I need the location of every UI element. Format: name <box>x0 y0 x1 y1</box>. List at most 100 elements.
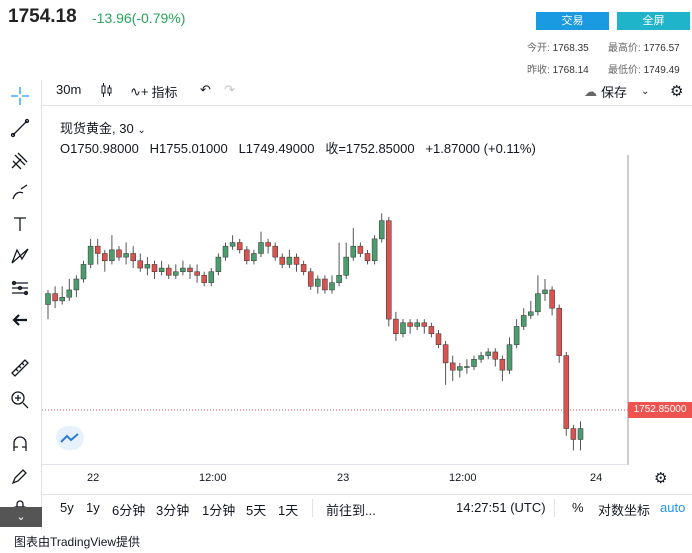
trade-button[interactable]: 交易 <box>536 12 609 30</box>
collapse-toolbar-icon[interactable]: ⌄ <box>0 507 42 527</box>
candle-body <box>506 344 513 371</box>
candle-body <box>151 264 158 272</box>
tradingview-logo-icon[interactable] <box>56 426 84 450</box>
divider <box>554 499 555 517</box>
candle-body <box>520 315 527 327</box>
range-3min[interactable]: 3分钟 <box>156 503 190 518</box>
candle-body <box>542 289 548 294</box>
candle-body <box>499 358 506 371</box>
save-label: 保存 <box>601 85 628 100</box>
candle-body <box>549 289 555 309</box>
candle-body <box>386 220 392 320</box>
stat-high: 最高价: 1776.57 <box>608 43 680 54</box>
zoom-icon[interactable] <box>6 386 34 414</box>
stat-low: 最低价: 1749.49 <box>608 65 680 76</box>
stat-prev-close: 昨收: 1768.14 <box>527 65 589 76</box>
log-scale-toggle[interactable]: 对数坐标 <box>598 503 651 518</box>
prediction-icon[interactable] <box>6 274 34 302</box>
ruler-icon[interactable] <box>6 354 34 382</box>
crosshair-icon[interactable] <box>6 82 34 110</box>
pattern-icon[interactable] <box>6 242 34 270</box>
legend-close: 收=1752.85000 <box>325 141 415 156</box>
price-chart[interactable] <box>42 155 692 465</box>
candle-body <box>102 253 108 262</box>
range-5y[interactable]: 5y <box>60 500 74 515</box>
candle-body <box>449 362 456 371</box>
candle-body <box>322 278 328 291</box>
divider <box>312 499 313 517</box>
candle-body <box>66 289 73 298</box>
candle-body <box>229 242 236 247</box>
candle-body <box>556 307 562 356</box>
time-tick: 22 <box>87 472 100 484</box>
candle-body <box>329 282 335 291</box>
price-change: -13.96(-0.79%) <box>92 10 186 26</box>
candle-body <box>471 358 477 367</box>
fullscreen-button[interactable]: 全屏 <box>617 12 690 30</box>
candle-body <box>45 293 51 305</box>
back-arrow-icon[interactable] <box>6 306 34 334</box>
time-axis[interactable]: 22 12:00 23 12:00 24 <box>42 464 628 494</box>
candle-body <box>336 275 342 283</box>
percent-toggle[interactable]: % <box>572 500 584 515</box>
magnet-icon[interactable] <box>6 430 34 458</box>
candle-body <box>442 344 449 364</box>
legend-low: L1749.49000 <box>238 141 315 156</box>
candle-body <box>421 322 428 327</box>
candle-body <box>563 355 570 429</box>
candle-body <box>236 242 243 251</box>
clock-time[interactable]: 14:27:51 (UTC) <box>456 500 546 515</box>
range-1min[interactable]: 1分钟 <box>202 503 236 518</box>
candle-body <box>258 242 264 254</box>
candle-type-icon[interactable] <box>100 82 114 98</box>
candle-body <box>457 366 463 371</box>
pencil-lock-icon[interactable] <box>6 462 34 490</box>
pitchfork-icon[interactable] <box>6 146 34 174</box>
time-tick: 12:00 <box>199 472 227 484</box>
bottom-toolbar: 5y 1y 6分钟 3分钟 1分钟 5天 1天 前往到... 14:27:51 … <box>42 494 692 520</box>
candle-body <box>251 253 257 262</box>
undo-icon[interactable]: ↶ <box>200 82 211 97</box>
legend-open: O1750.98000 <box>60 141 139 156</box>
candle-body <box>59 296 65 302</box>
candle-body <box>94 245 101 254</box>
candle-body <box>400 322 406 334</box>
candle-body <box>343 256 349 276</box>
candle-body <box>215 256 222 272</box>
interval-button[interactable]: 30m <box>56 82 82 97</box>
candle-body <box>187 267 193 272</box>
chevron-down-icon: ⌄ <box>641 86 650 97</box>
candle-body <box>158 267 165 272</box>
candle-body <box>435 333 442 345</box>
candle-body <box>144 264 151 269</box>
range-5d[interactable]: 5天 <box>246 503 267 518</box>
candle-body <box>286 256 293 265</box>
indicators-button[interactable]: ∿+ 指标 <box>130 82 178 101</box>
range-1y[interactable]: 1y <box>86 500 100 515</box>
auto-scale-toggle[interactable]: auto <box>660 500 686 515</box>
candle-body <box>73 278 80 291</box>
candle-body <box>180 267 186 272</box>
candle-body <box>378 220 385 240</box>
brush-icon[interactable] <box>6 178 34 206</box>
range-1d[interactable]: 1天 <box>278 503 299 518</box>
text-icon[interactable] <box>6 210 34 238</box>
symbol-title[interactable]: 现货黄金, 30 ⌄ <box>60 121 146 136</box>
time-tick: 24 <box>590 472 603 484</box>
candle-body <box>414 322 420 327</box>
indicators-label: 指标 <box>151 85 178 100</box>
range-6min[interactable]: 6分钟 <box>112 503 146 518</box>
settings-gear-icon[interactable]: ⚙ <box>670 83 684 100</box>
time-tick: 23 <box>337 472 350 484</box>
goto-date-button[interactable]: 前往到... <box>326 503 376 518</box>
candle-body <box>272 245 278 258</box>
redo-icon[interactable]: ↷ <box>224 82 235 97</box>
trendline-icon[interactable] <box>6 114 34 142</box>
candle-body <box>165 267 172 276</box>
candle-body <box>428 326 435 334</box>
candle-body <box>244 249 250 262</box>
candle-body <box>478 355 484 360</box>
save-button[interactable]: ☁ 保存 ⌄ <box>584 82 649 101</box>
candle-body <box>513 326 520 345</box>
axis-settings-gear-icon[interactable]: ⚙ <box>654 470 668 487</box>
